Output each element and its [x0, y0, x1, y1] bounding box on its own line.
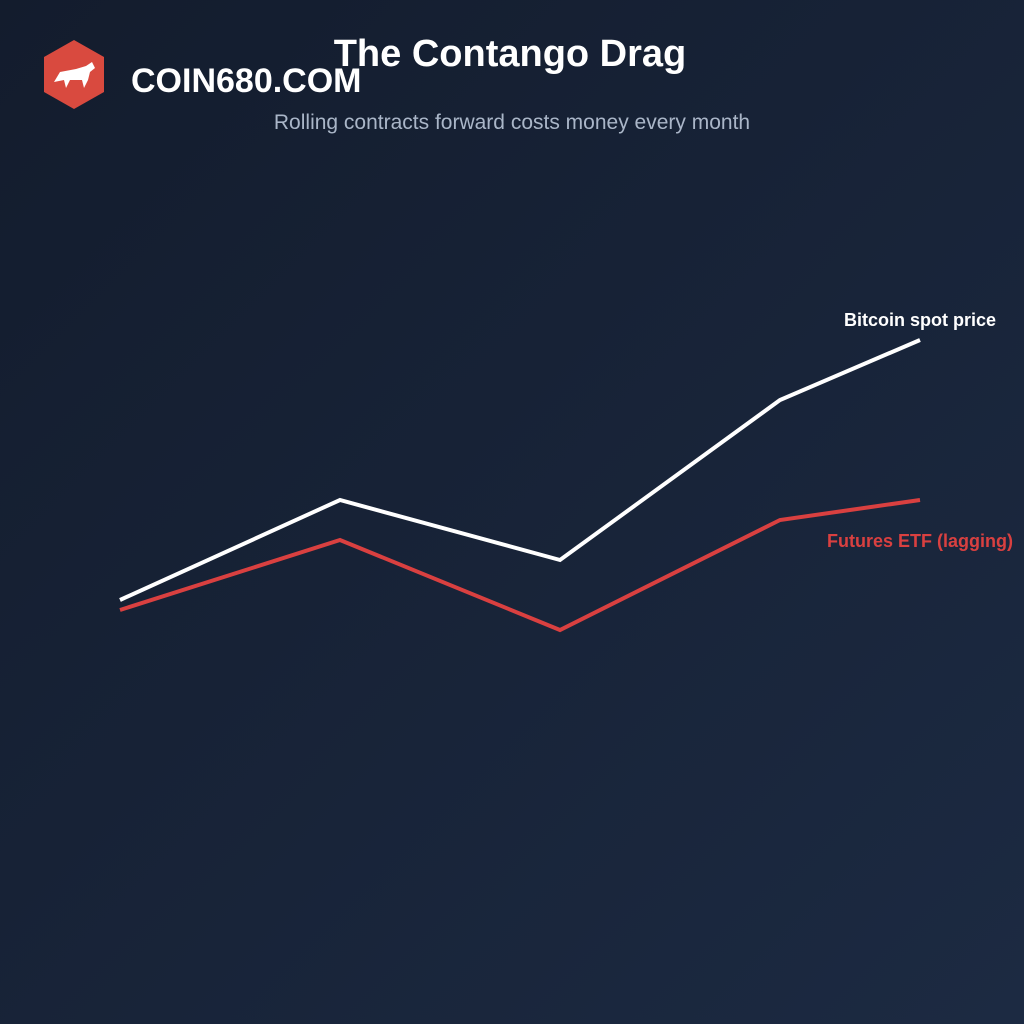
- series-label: Futures ETF (lagging): [827, 531, 1013, 551]
- series-line: [119, 498, 921, 633]
- logo-bull: [54, 62, 95, 88]
- logo: [44, 40, 104, 109]
- chart-title: The Contango Drag: [334, 33, 687, 75]
- chart-subtitle: Rolling contracts forward costs money ev…: [274, 111, 750, 134]
- brand: COIN680.COM: [131, 62, 362, 100]
- series-label: Bitcoin spot price: [844, 310, 996, 330]
- series-line: [119, 338, 921, 602]
